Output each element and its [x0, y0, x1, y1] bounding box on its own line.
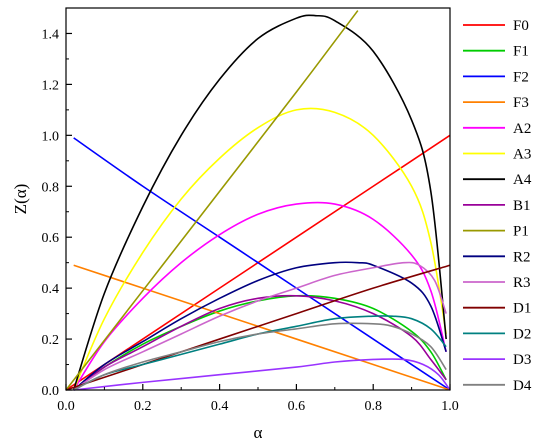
legend-item-a2: A2: [463, 121, 531, 137]
legend-label: D3: [513, 352, 531, 368]
legend-label: F3: [513, 95, 529, 111]
ticks-layer: 0.0 0.2 0.4 0.6 0.8 1.0 0.0 0.2 0.4 0.6 0.8 1.0 1.2 1…: [42, 7, 459, 414]
legend-label: D1: [513, 301, 531, 317]
x-tick-label: 0.6: [288, 399, 306, 414]
legend-label: F0: [513, 18, 529, 34]
x-axis-title: α: [254, 423, 263, 442]
legend-label: A2: [513, 121, 531, 137]
legend-label: F1: [513, 44, 529, 60]
legend-item-a3: A3: [463, 147, 531, 163]
legend-item-d3: D3: [463, 352, 531, 368]
legend-item-d4: D4: [463, 378, 532, 394]
series-line-d3: [73, 358, 451, 391]
legend-label: P1: [513, 224, 529, 240]
y-tick-label: 0.0: [42, 384, 60, 399]
series-line-p1: [65, 10, 359, 391]
legend-item-f0: F0: [463, 18, 529, 34]
x-tick-label: 0.0: [57, 399, 75, 414]
series-line-r3: [73, 261, 447, 391]
legend-label: B1: [513, 198, 531, 214]
series-line-b1: [73, 294, 447, 391]
plot-frame: [65, 7, 451, 391]
series-line-f1: [73, 294, 447, 391]
x-tick-label: 0.8: [364, 399, 382, 414]
series-line-r2: [73, 261, 447, 391]
legend-item-p1: P1: [463, 224, 529, 240]
y-tick-label: 0.6: [42, 231, 60, 246]
x-tick-label: 1.0: [441, 399, 459, 414]
legend-item-r2: R2: [463, 249, 531, 265]
series-layer: [65, 10, 451, 391]
legend-item-a4: A4: [463, 172, 532, 188]
legend-label: R2: [513, 249, 531, 265]
series-line-f2: [73, 137, 451, 391]
legend: F0 F1 F2 F3 A2 A3 A4 B1 P1 R2 R3 D1 D2 D3 D4: [463, 18, 532, 394]
y-tick-label: 1.4: [42, 27, 60, 42]
legend-label: F2: [513, 69, 529, 85]
series-line-a4: [72, 14, 447, 391]
legend-label: A4: [513, 172, 532, 188]
legend-label: D2: [513, 326, 531, 342]
legend-label: R3: [513, 275, 531, 291]
legend-item-f3: F3: [463, 95, 529, 111]
x-tick-label: 0.2: [134, 399, 152, 414]
y-tick-label: 0.2: [42, 333, 60, 348]
y-tick-label: 1.2: [42, 78, 60, 93]
series-line-d4: [73, 322, 447, 391]
series-line-a2: [73, 201, 447, 391]
y-tick-label: 1.0: [42, 129, 60, 144]
y-axis-title: Z(α): [11, 184, 30, 215]
legend-label: A3: [513, 147, 531, 163]
series-line-d2: [73, 315, 447, 391]
legend-item-d2: D2: [463, 326, 531, 342]
legend-item-f2: F2: [463, 69, 529, 85]
legend-item-f1: F1: [463, 44, 529, 60]
legend-item-d1: D1: [463, 301, 531, 317]
y-tick-label: 0.8: [42, 180, 60, 195]
y-tick-label: 0.4: [42, 282, 60, 297]
legend-item-b1: B1: [463, 198, 531, 214]
legend-label: D4: [513, 378, 532, 394]
legend-item-r3: R3: [463, 275, 531, 291]
x-tick-label: 0.4: [211, 399, 229, 414]
